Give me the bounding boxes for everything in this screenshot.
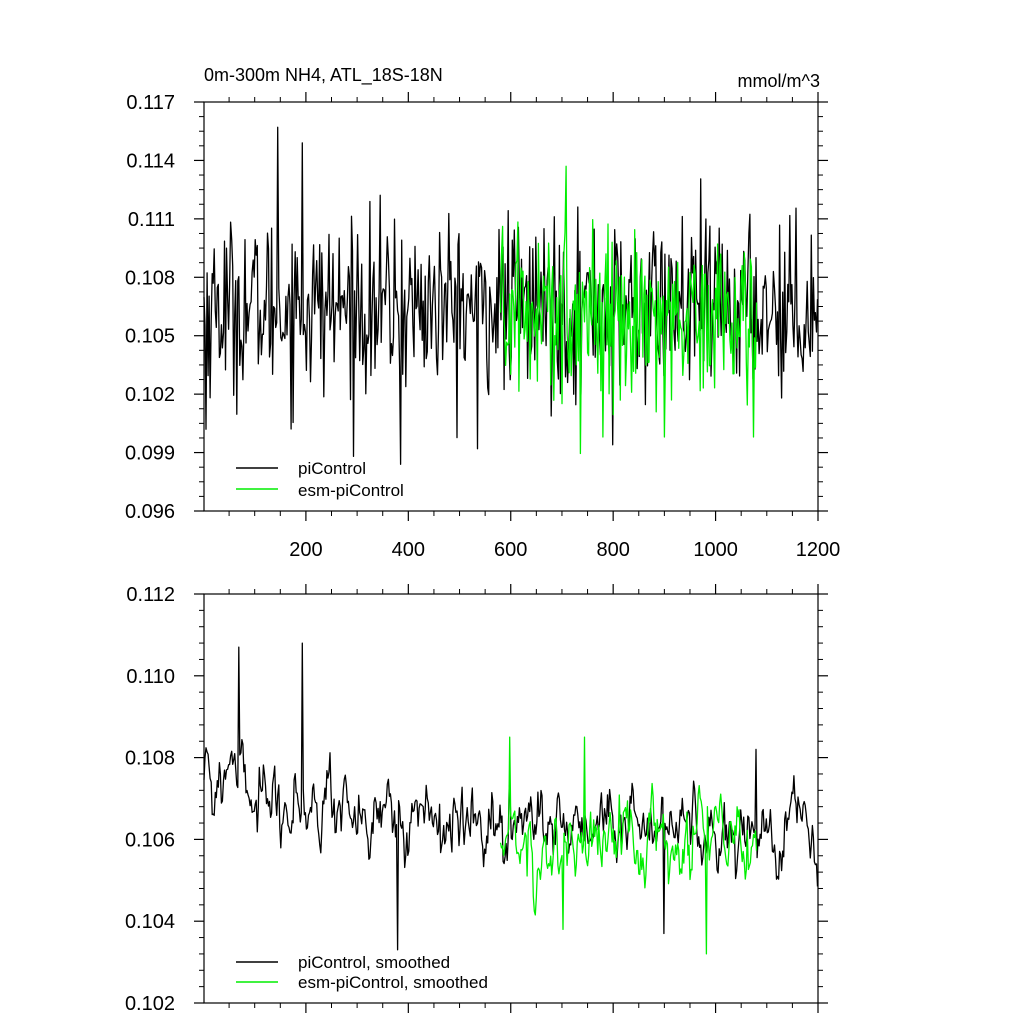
y-tick-label: 0.108 — [125, 748, 175, 770]
x-tick-label: 1200 — [796, 539, 841, 561]
y-tick-label: 0.117 — [126, 92, 175, 114]
y-tick-label: 0.108 — [125, 267, 175, 289]
top-series-group — [203, 126, 819, 465]
x-tick-label: 800 — [596, 539, 629, 561]
y-tick-label: 0.111 — [128, 209, 175, 231]
y-tick-label: 0.102 — [125, 993, 175, 1015]
series-line-esm-picontrol — [499, 165, 758, 455]
units-label: mmol/m^3 — [738, 71, 820, 91]
y-tick-label: 0.099 — [125, 443, 175, 465]
top-panel: 0.096 0.099 0.102 0.105 0.108 0.111 0.114 0.117… — [125, 92, 840, 561]
y-tick-label: 0.106 — [125, 829, 175, 851]
y-tick-label: 0.096 — [125, 501, 175, 523]
series-line-esm-picontrol-smoothed — [499, 736, 758, 955]
y-tick-label: 0.114 — [126, 150, 175, 172]
y-tick-label: 0.105 — [125, 326, 175, 348]
bottom-series-group — [203, 642, 819, 955]
x-tick-label: 1000 — [693, 539, 738, 561]
top-legend: piControl esm-piControl — [236, 459, 404, 500]
bottom-legend: piControl, smoothed esm-piControl, smoot… — [236, 953, 488, 992]
legend-label-esm-picontrol-smoothed: esm-piControl, smoothed — [298, 973, 488, 992]
series-line-picontrol-smoothed — [203, 642, 819, 951]
y-tick-label: 0.112 — [126, 584, 175, 606]
y-tick-label: 0.110 — [126, 666, 175, 688]
bottom-panel: 0.102 0.104 0.106 0.108 0.110 0.112 piControl… — [125, 584, 828, 1015]
y-tick-label: 0.104 — [125, 911, 175, 933]
y-tick-label: 0.102 — [125, 384, 175, 406]
legend-label-picontrol-smoothed: piControl, smoothed — [298, 953, 450, 972]
bottom-axis-ticks: 0.102 0.104 0.106 0.108 0.110 0.112 — [125, 584, 828, 1015]
x-tick-label: 200 — [289, 539, 322, 561]
legend-label-picontrol: piControl — [298, 459, 366, 478]
x-tick-label: 400 — [392, 539, 425, 561]
top-axis-ticks: 0.096 0.099 0.102 0.105 0.108 0.111 0.114 0.117… — [125, 92, 840, 561]
chart-title: 0m-300m NH4, ATL_18S-18N — [204, 65, 443, 86]
x-tick-label: 600 — [494, 539, 527, 561]
legend-label-esm-picontrol: esm-piControl — [298, 481, 404, 500]
